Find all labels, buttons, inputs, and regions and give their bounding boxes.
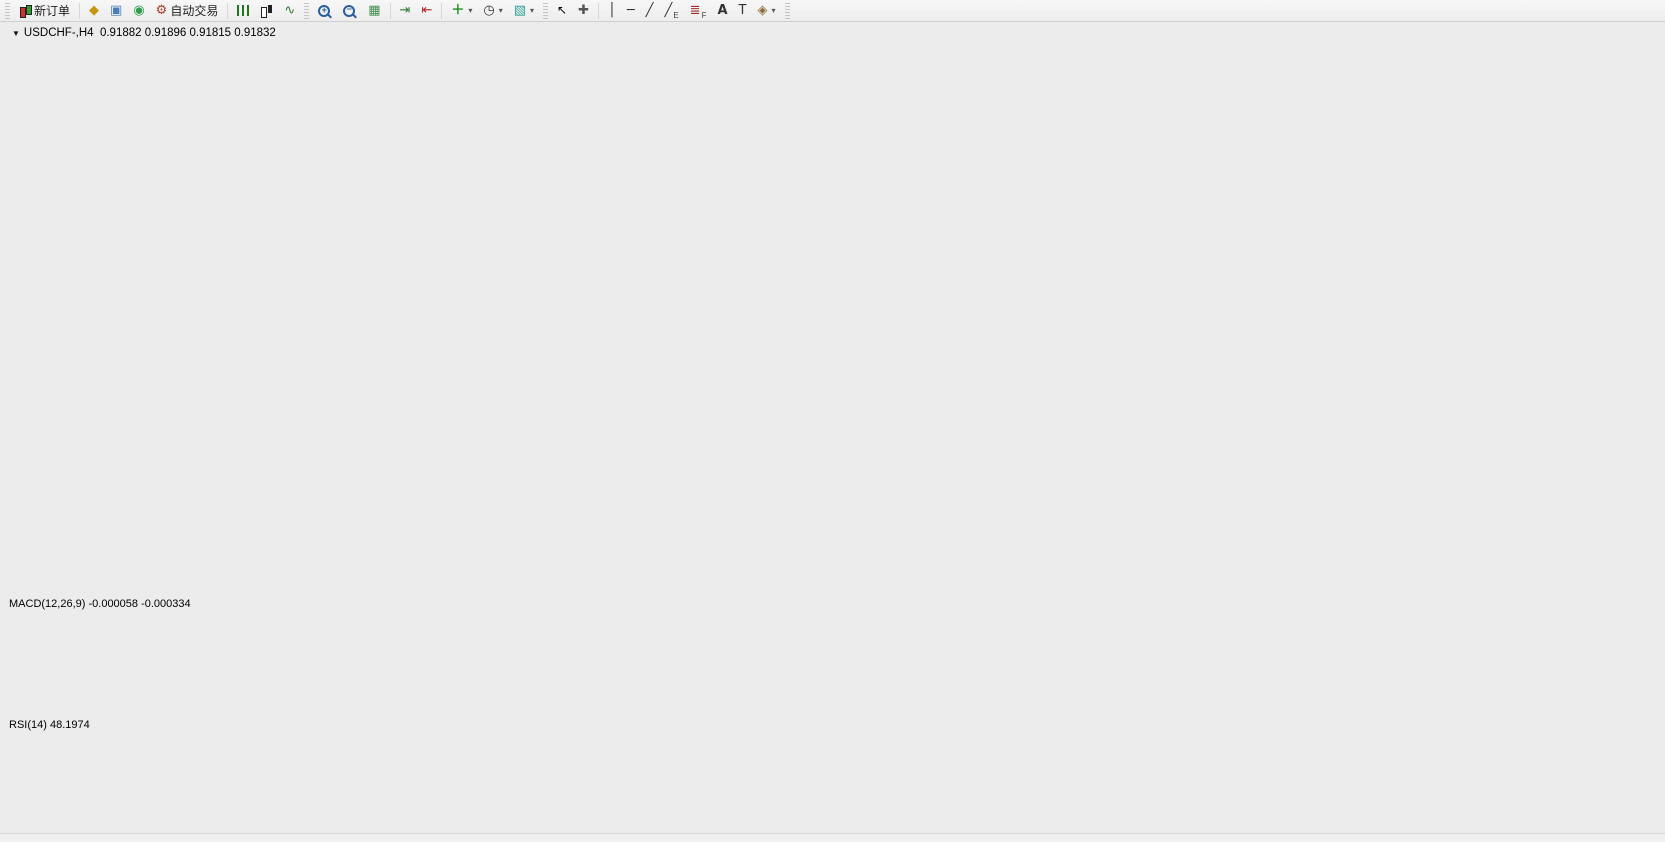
zoom-in-button[interactable]: [313, 1, 337, 21]
shift-end-icon: ⇥: [399, 3, 411, 18]
periods-dropdown-icon[interactable]: ▾: [498, 6, 503, 15]
trendline-icon: ╱: [645, 3, 654, 18]
bar-chart-button[interactable]: [232, 1, 254, 21]
horizontal-line-icon: ─: [626, 3, 635, 18]
auto-scroll-icon: ⇤: [421, 3, 433, 18]
chart-title[interactable]: ▼ USDCHF-,H4 0.91882 0.91896 0.91815 0.91…: [12, 27, 276, 39]
autotrade-icon: ⚙: [155, 3, 168, 18]
macd-indicator-label: MACD(12,26,9) -0.000058 -0.000334: [9, 598, 191, 610]
shapes-button[interactable]: ◈ ▾: [752, 1, 780, 21]
zoom-in-icon: [318, 4, 331, 17]
candle-chart-icon: [260, 4, 273, 18]
text-icon: A: [717, 3, 728, 18]
line-chart-icon: ∿: [284, 3, 296, 18]
cursor-button[interactable]: ↖: [552, 1, 572, 21]
chart-windows-button[interactable]: ▣: [105, 1, 127, 21]
periods-button[interactable]: ◷ ▾: [478, 1, 507, 21]
equidistant-channel-icon: ╱: [664, 3, 673, 18]
templates-dropdown-icon[interactable]: ▾: [530, 6, 535, 15]
templates-icon: ▧: [513, 3, 527, 18]
tile-windows-button[interactable]: ▦: [363, 1, 385, 21]
macd-name: MACD(12,26,9): [9, 598, 86, 610]
chart-symbol-period: USDCHF-,H4: [23, 27, 94, 39]
text-label-button[interactable]: T: [734, 1, 752, 21]
templates-button[interactable]: ▧ ▾: [509, 1, 539, 21]
signals-icon: ◉: [133, 3, 145, 18]
shift-end-button[interactable]: ⇥: [395, 1, 416, 21]
text-label-icon: T: [738, 3, 747, 18]
fibonacci-icon: ≣: [689, 3, 701, 18]
line-chart-button[interactable]: ∿: [279, 1, 300, 21]
market-depth-button[interactable]: ◆: [84, 1, 104, 21]
equidistant-channel-button[interactable]: ╱ E: [660, 1, 684, 21]
candle-chart-button[interactable]: [255, 1, 278, 21]
cursor-icon: ↖: [557, 3, 568, 17]
crosshair-button[interactable]: ✚: [573, 1, 594, 21]
new-order-button[interactable]: 新订单: [14, 1, 75, 21]
chart-dropdown-icon[interactable]: ▼: [12, 29, 20, 38]
crosshair-icon: ✚: [578, 3, 590, 18]
autotrade-button[interactable]: ⚙ 自动交易: [151, 1, 224, 21]
new-chart-dropdown-icon[interactable]: ▾: [468, 6, 473, 15]
auto-scroll-button[interactable]: ⇤: [416, 1, 437, 21]
vertical-line-icon: │: [608, 3, 616, 18]
fibonacci-sub-letter: F: [701, 10, 707, 20]
rsi-value: 48.1974: [49, 719, 90, 731]
macd-values: -0.000058 -0.000334: [88, 598, 191, 610]
status-bar: [0, 833, 1665, 842]
zoom-out-icon: [343, 4, 356, 17]
zoom-out-button[interactable]: [338, 1, 362, 21]
tile-windows-icon: ▦: [368, 3, 381, 18]
rsi-indicator-label: RSI(14) 48.1974: [9, 719, 90, 731]
chart-ohlc-values: 0.91882 0.91896 0.91815 0.91832: [99, 27, 276, 39]
main-toolbar: 新订单◆▣◉⚙自动交易∿▦⇥⇤＋▾◷▾▧▾↖✚│─╱╱E≣FAT◈▾: [0, 0, 1665, 22]
new-order-label: 新订单: [34, 4, 71, 18]
new-chart-button[interactable]: ＋ ▾: [446, 1, 477, 21]
shapes-icon: ◈: [757, 3, 768, 18]
shapes-dropdown-icon[interactable]: ▾: [771, 6, 776, 15]
rsi-name: RSI(14): [9, 719, 47, 731]
trendline-button[interactable]: ╱: [641, 1, 659, 21]
periods-icon: ◷: [483, 3, 495, 18]
market-depth-icon: ◆: [89, 3, 100, 18]
text-button[interactable]: A: [712, 1, 732, 21]
new-chart-icon: ＋: [451, 3, 465, 18]
horizontal-line-button[interactable]: ─: [622, 1, 640, 21]
bar-chart-icon: [237, 5, 250, 16]
equidistant-channel-sub-letter: E: [673, 10, 679, 20]
signals-button[interactable]: ◉: [128, 1, 149, 21]
vertical-line-button[interactable]: │: [603, 1, 621, 21]
autotrade-label: 自动交易: [170, 4, 219, 18]
fibonacci-button[interactable]: ≣ F: [685, 1, 712, 21]
new-order-icon: [19, 4, 32, 18]
chart-windows-icon: ▣: [110, 3, 123, 18]
